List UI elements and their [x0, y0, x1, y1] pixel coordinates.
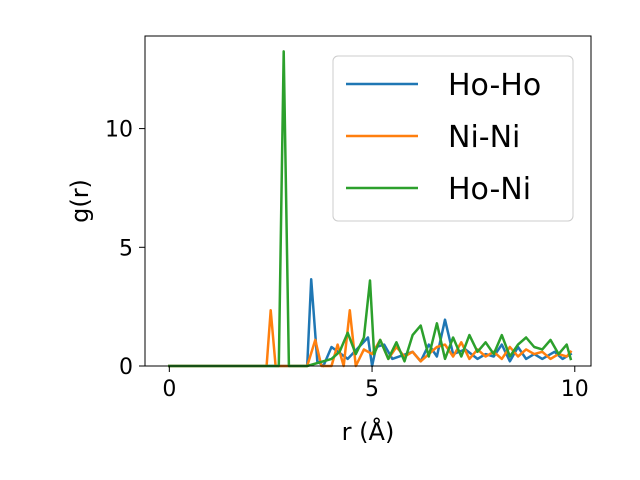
legend-entries: Ho-Ho Ni-Ni Ho-Ni — [346, 68, 541, 207]
series-line-ho-ni — [168, 50, 573, 368]
legend-label-ni-ni: Ni-Ni — [448, 120, 520, 155]
legend-label-ho-ho: Ho-Ho — [448, 68, 541, 103]
y-tick-label: 0 — [119, 355, 133, 380]
y-ticks: 0 5 10 — [105, 118, 145, 380]
x-tick-label: 0 — [162, 377, 176, 402]
legend-label-ho-ni: Ho-Ni — [448, 172, 531, 207]
x-ticks: 0 5 10 — [162, 366, 589, 402]
x-tick-label: 10 — [561, 377, 589, 402]
plot-frame — [144, 35, 592, 367]
x-tick-label: 5 — [365, 377, 379, 402]
x-axis-label: r (Å) — [342, 417, 395, 446]
legend: Ho-Ho Ni-Ni Ho-Ni — [332, 55, 574, 222]
legend-box — [332, 55, 574, 222]
series-line-ho-ho — [168, 278, 573, 368]
y-tick-label: 5 — [119, 236, 133, 261]
y-tick-label: 10 — [105, 118, 133, 143]
y-axis-label: g(r) — [66, 179, 94, 223]
